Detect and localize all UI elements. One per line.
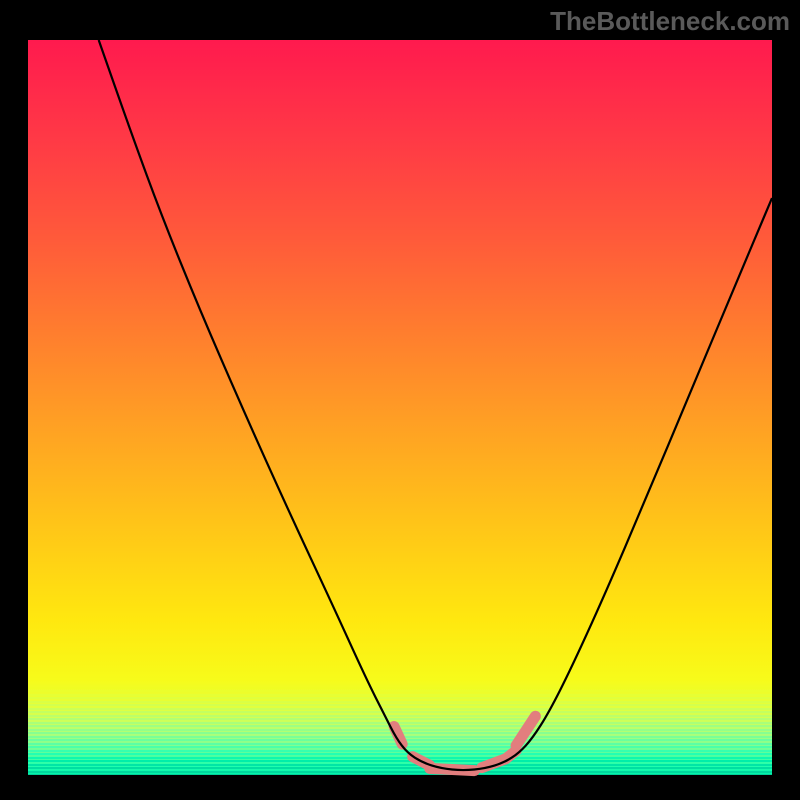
accent-dashes xyxy=(394,716,535,770)
curve-overlay xyxy=(0,0,800,800)
v-curve xyxy=(99,40,772,770)
